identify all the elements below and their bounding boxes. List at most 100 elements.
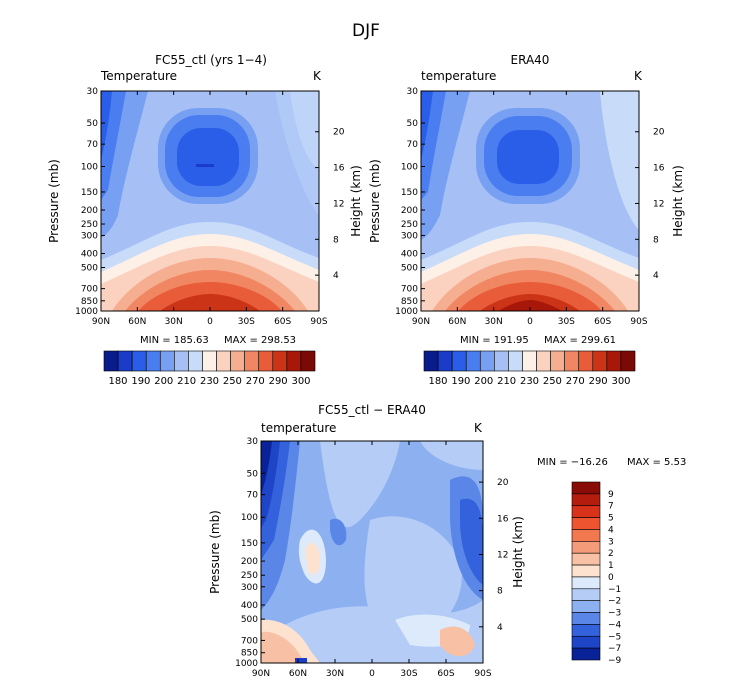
x-tick-label: 30N	[326, 669, 344, 679]
y-tick-label: 300	[241, 583, 258, 593]
y-tick-label: 50	[247, 469, 259, 479]
x-tick-label: 90N	[412, 317, 430, 327]
colorbar-swatch	[571, 552, 601, 566]
colorbar-label: −9	[608, 656, 622, 666]
colorbar-label: 4	[608, 525, 614, 535]
y-tick-label: 400	[81, 250, 98, 260]
colorbar: 180 190 200 210 230 250 270 290 300	[423, 350, 636, 387]
colorbar-label: 210	[177, 376, 196, 387]
units-label: K	[474, 421, 483, 435]
y-tick-label: 500	[401, 264, 418, 274]
min-label: MIN = 185.63	[140, 335, 209, 346]
x-tick-label: 90N	[252, 669, 270, 679]
units-label: K	[313, 69, 322, 83]
y-tick-label: 300	[401, 231, 418, 241]
colorbar-label: 180	[108, 376, 127, 387]
y-tick-label: 300	[81, 231, 98, 241]
colorbar-swatch	[145, 350, 161, 372]
y2-tick-label: 16	[333, 164, 345, 174]
colorbar-swatch	[571, 588, 601, 601]
colorbar-swatch	[159, 350, 175, 372]
colorbar-swatch	[606, 350, 622, 372]
panel-fc55: FC55_ctl (yrs 1−4) Temperature K 30 50 70 1…	[47, 53, 363, 387]
y-tick-label: 30	[247, 437, 259, 447]
colorbar-swatch	[131, 350, 147, 372]
colorbar-label: 180	[428, 376, 447, 387]
y-tick-label: 200	[241, 557, 258, 567]
y-tick-label: 70	[247, 491, 259, 501]
colorbar: 9 7 54 3 2 1 0 −1 −2 −3−4 −5 −7 −9	[571, 481, 622, 666]
y2-tick-label: 20	[653, 128, 665, 138]
colorbar-swatch	[536, 350, 551, 372]
variable-label: Temperature	[100, 69, 177, 83]
colorbar-swatch	[508, 350, 523, 372]
y-tick-label: 100	[81, 163, 98, 173]
min-label: MIN = −16.26	[537, 457, 608, 468]
y-tick-label: 250	[241, 571, 258, 581]
y2-axis-label: Height (km)	[349, 165, 363, 236]
x-tick-label: 90S	[630, 317, 647, 327]
contour-field	[261, 441, 483, 663]
colorbar-swatch	[258, 350, 274, 372]
colorbar-label: −2	[608, 597, 621, 607]
y-axis-right: 20 16 12 8 4	[315, 128, 345, 281]
contour-field	[421, 91, 639, 311]
y2-axis-label: Height (km)	[511, 516, 525, 587]
y-tick-label: 850	[241, 649, 258, 659]
x-tick-label: 90S	[474, 669, 491, 679]
panel-title: FC55_ctl (yrs 1−4)	[155, 53, 267, 67]
colorbar-label: 300	[611, 376, 630, 387]
colorbar-swatch	[571, 564, 601, 578]
colorbar-label: 290	[589, 376, 608, 387]
colorbar-label: 270	[566, 376, 585, 387]
y-tick-label: 250	[401, 220, 418, 230]
colorbar-swatch	[174, 350, 189, 372]
y2-tick-label: 8	[333, 235, 339, 245]
colorbar-swatch	[578, 350, 594, 372]
colorbar-label: 250	[543, 376, 562, 387]
contour-field	[101, 91, 319, 311]
colorbar-label: 270	[246, 376, 265, 387]
x-tick-label: 0	[369, 669, 375, 679]
colorbar-label: 5	[608, 514, 614, 524]
min-label: MIN = 191.95	[460, 335, 529, 346]
y-axis-label: Pressure (mb)	[368, 159, 382, 243]
y-axis-label: Pressure (mb)	[47, 159, 61, 243]
variable-label: temperature	[421, 69, 496, 83]
y-tick-label: 500	[81, 264, 98, 274]
x-axis: 90N 60N 30N 0 30S 60S 90S	[252, 441, 492, 679]
y2-tick-label: 4	[333, 271, 339, 281]
x-tick-label: 30S	[558, 317, 575, 327]
y-tick-label: 250	[81, 220, 98, 230]
y-tick-label: 1000	[395, 307, 418, 317]
y-tick-label: 100	[241, 513, 258, 523]
x-tick-label: 90N	[92, 317, 110, 327]
y-tick-label: 70	[87, 140, 99, 150]
x-axis: 90N 60N 30N 0 30S 60S 90S	[92, 91, 328, 327]
y2-tick-label: 12	[333, 199, 344, 209]
colorbar-label: 290	[269, 376, 288, 387]
y-tick-label: 30	[407, 87, 419, 97]
units-label: K	[634, 69, 643, 83]
colorbar-swatch	[571, 493, 601, 507]
colorbar-label: −3	[608, 609, 621, 619]
y-tick-label: 700	[81, 285, 98, 295]
y-tick-label: 200	[81, 206, 98, 216]
x-tick-label: 30S	[400, 669, 417, 679]
colorbar-swatch	[244, 350, 260, 372]
x-tick-label: 60N	[448, 317, 466, 327]
colorbar-swatch	[103, 350, 119, 372]
y-axis-right: 20 16 12 8 4	[479, 478, 509, 633]
colorbar-label: 190	[131, 376, 150, 387]
colorbar-label: 7	[608, 502, 614, 512]
colorbar-swatch	[571, 635, 601, 649]
colorbar-label: 200	[474, 376, 493, 387]
colorbar-label: 190	[451, 376, 470, 387]
colorbar-swatch	[571, 541, 601, 554]
colorbar-swatch	[550, 350, 565, 372]
x-tick-label: 60N	[289, 669, 307, 679]
colorbar-label: 9	[608, 490, 614, 500]
